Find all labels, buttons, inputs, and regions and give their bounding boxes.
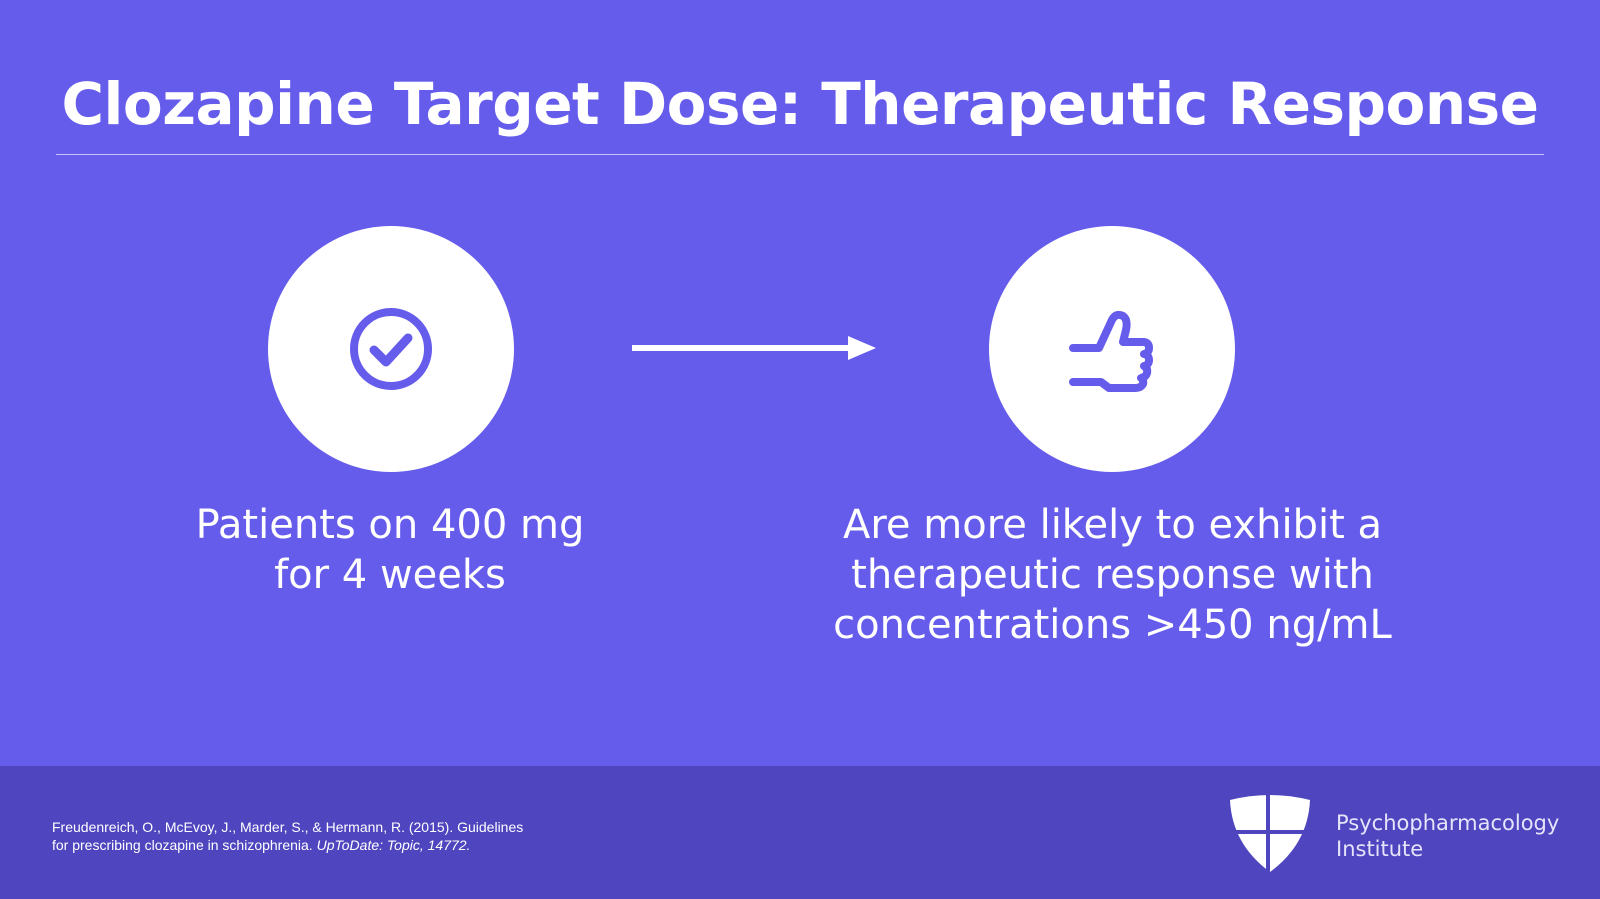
citation-line: Freudenreich, O., McEvoy, J., Marder, S.… <box>52 819 524 835</box>
slide-title: Clozapine Target Dose: Therapeutic Respo… <box>61 70 1539 138</box>
caption-line: for 4 weeks <box>274 552 506 598</box>
shield-logo-icon <box>1228 794 1312 874</box>
brand-name: Psychopharmacology Institute <box>1336 810 1559 862</box>
caption-line: therapeutic response with <box>851 552 1374 598</box>
right-caption: Are more likely to exhibit a therapeutic… <box>810 500 1415 650</box>
check-circle-icon <box>350 308 432 390</box>
footer: Freudenreich, O., McEvoy, J., Marder, S.… <box>0 766 1600 899</box>
citation-line: for prescribing clozapine in schizophren… <box>52 837 317 853</box>
caption-line: Patients on 400 mg <box>195 502 585 548</box>
thumbs-up-icon <box>1069 310 1153 392</box>
left-caption: Patients on 400 mg for 4 weeks <box>160 500 620 600</box>
arrow-right-icon <box>632 336 876 360</box>
brand-line: Institute <box>1336 837 1424 861</box>
brand-line: Psychopharmacology <box>1336 811 1560 835</box>
citation-source: UpToDate: Topic, 14772. <box>316 837 471 853</box>
caption-line: Are more likely to exhibit a <box>843 502 1382 548</box>
title-divider <box>56 154 1544 155</box>
citation: Freudenreich, O., McEvoy, J., Marder, S.… <box>52 818 523 854</box>
caption-line: concentrations >450 ng/mL <box>833 602 1392 648</box>
thumbs-up-badge <box>989 226 1235 472</box>
check-circle-badge <box>268 226 514 472</box>
